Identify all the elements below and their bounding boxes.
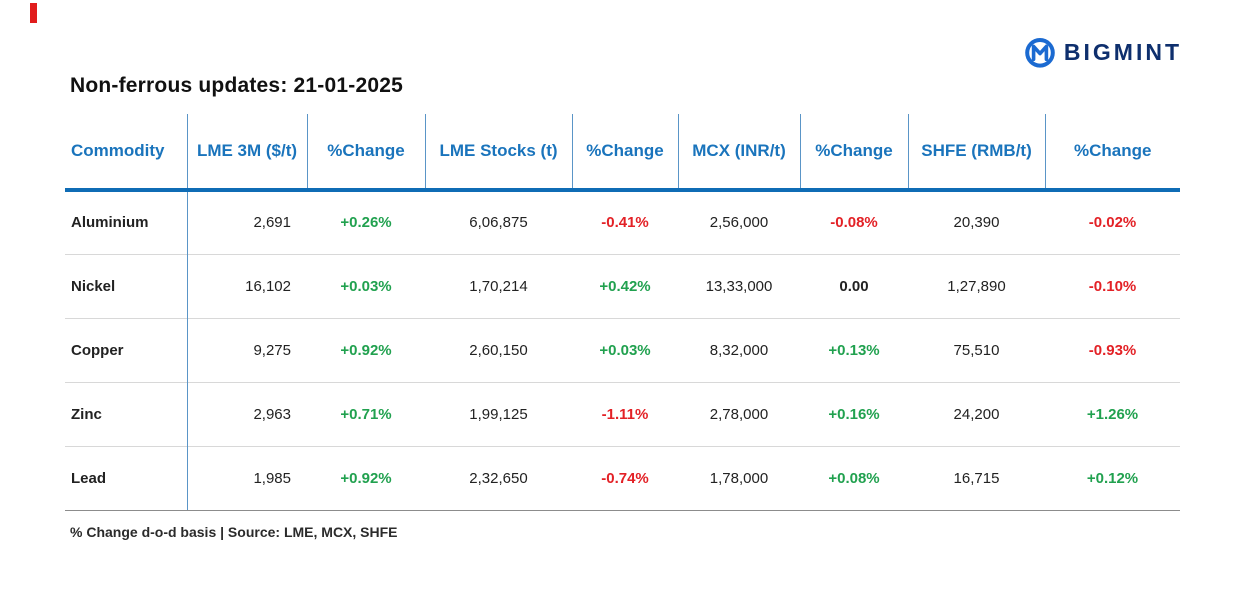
commodity-cell: Lead: [65, 445, 188, 511]
column-header: MCX (INR/t): [677, 114, 800, 192]
change-cell: -0.10%: [1045, 253, 1180, 318]
table-body: Aluminium 2,691 +0.26% 6,06,875 -0.41% 2,56,0…: [65, 190, 1180, 511]
change-cell: -0.93%: [1045, 317, 1180, 382]
commodity-cell: Copper: [65, 317, 188, 382]
red-accent-mark: [30, 3, 37, 23]
change-cell: +0.08%: [800, 445, 908, 511]
change-cell: -0.41%: [601, 214, 649, 232]
change-cell: +0.16%: [800, 381, 908, 446]
change-cell: +0.42%: [572, 253, 678, 318]
value-cell: 1,27,890: [908, 253, 1045, 318]
value-cell: 1,985: [187, 445, 307, 511]
table-row: Nickel 16,102 +0.03% 1,70,214 +0.42% 13,33,00…: [65, 253, 1180, 318]
column-header: %Change: [1044, 114, 1180, 192]
value-cell: 9,275: [187, 317, 307, 382]
value-cell: 16,715: [908, 445, 1045, 511]
change-cell: -0.02%: [1088, 214, 1137, 232]
change-cell: +1.26%: [1045, 381, 1180, 446]
column-header: %Change: [799, 114, 908, 192]
change-cell: +0.26%: [340, 214, 392, 232]
change-cell: -1.11%: [572, 381, 678, 446]
table-row: Zinc 2,963 +0.71% 1,99,125 -1.11% 2,78,000 +0.…: [65, 381, 1180, 446]
column-header: %Change: [306, 114, 425, 192]
value-cell: 24,200: [908, 381, 1045, 446]
change-cell: +0.03%: [572, 317, 678, 382]
value-cell: 2,32,650: [425, 445, 572, 511]
commodity-cell: Zinc: [65, 381, 188, 446]
value-cell: 2,78,000: [678, 381, 800, 446]
change-cell: +0.03%: [307, 253, 425, 318]
change-cell: +0.71%: [307, 381, 425, 446]
column-header: LME 3M ($/t): [186, 114, 307, 192]
bigmint-logo-text: BIGMINT: [1063, 38, 1182, 65]
table-row: Aluminium 2,691 +0.26% 6,06,875 -0.41% 2,56,0…: [65, 190, 1180, 254]
value-cell: 2,691: [253, 214, 291, 232]
change-cell: 0.00: [800, 253, 908, 318]
value-cell: 13,33,000: [678, 253, 800, 318]
value-cell: 6,06,875: [469, 214, 528, 232]
page-title: Non-ferrous updates: 21-01-2025: [70, 74, 403, 97]
value-cell: 2,60,150: [425, 317, 572, 382]
table-header-row: Commodity LME 3M ($/t) %Change LME Stocks (…: [65, 114, 1180, 192]
value-cell: 16,102: [187, 253, 307, 318]
commodity-cell: Nickel: [65, 253, 188, 318]
table-header: Commodity LME 3M ($/t) %Change LME Stocks (…: [65, 114, 1180, 192]
change-cell: +0.92%: [307, 317, 425, 382]
value-cell: 1,78,000: [678, 445, 800, 511]
change-cell: -0.08%: [830, 214, 878, 232]
footnote: % Change d-o-d basis | Source: LME, MCX,…: [70, 523, 398, 540]
column-header: SHFE (RMB/t): [907, 114, 1045, 192]
value-cell: 2,56,000: [709, 214, 769, 232]
value-cell: 75,510: [908, 317, 1045, 382]
change-cell: +0.13%: [800, 317, 908, 382]
table-row: Copper 9,275 +0.92% 2,60,150 +0.03% 8,32,000 +…: [65, 317, 1180, 382]
value-cell: 2,963: [187, 381, 307, 446]
change-cell: -0.74%: [572, 445, 678, 511]
bigmint-logo: BIGMINT: [1024, 36, 1182, 68]
change-cell: +0.12%: [1045, 445, 1180, 511]
change-cell: +0.92%: [307, 445, 425, 511]
value-cell: 1,99,125: [425, 381, 572, 446]
column-header: %Change: [571, 114, 678, 192]
value-cell: 8,32,000: [678, 317, 800, 382]
column-header: Commodity: [65, 114, 187, 192]
value-cell: 20,390: [953, 214, 1000, 232]
commodity-cell: Aluminium: [65, 190, 188, 254]
value-cell: 1,70,214: [425, 253, 572, 318]
prices-table: Commodity LME 3M ($/t) %Change LME Stocks (…: [65, 114, 1180, 511]
table-row: Lead 1,985 +0.92% 2,32,650 -0.74% 1,78,000 +0.…: [65, 445, 1180, 511]
bigmint-logo-icon: [1024, 36, 1056, 68]
column-header: LME Stocks (t): [424, 114, 572, 192]
